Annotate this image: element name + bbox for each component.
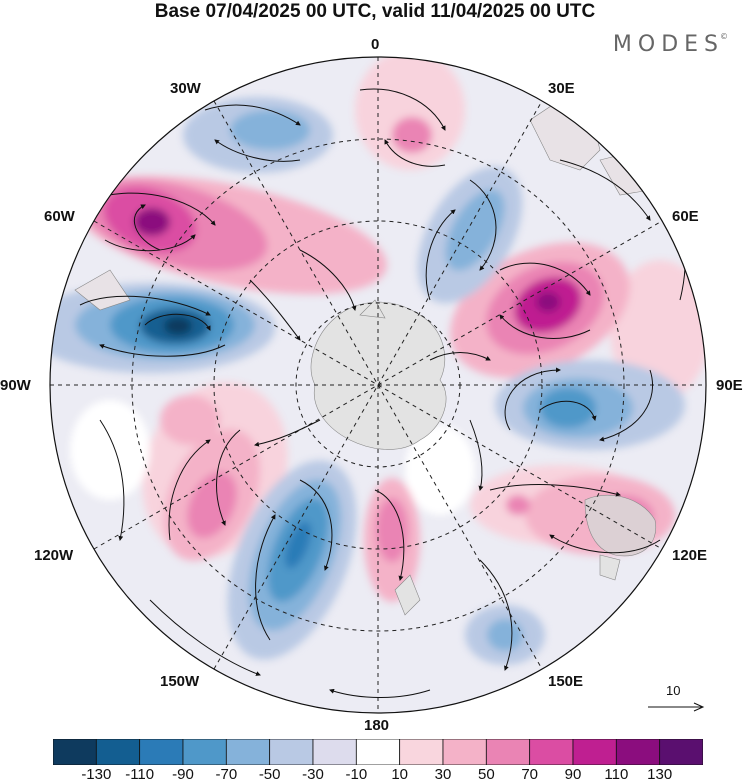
colorbar-swatch	[442, 739, 487, 765]
colorbar-swatch	[485, 739, 531, 765]
colorbar-swatch	[529, 739, 574, 765]
colorbar-swatch	[269, 739, 314, 765]
colorbar-swatch	[399, 739, 444, 765]
lon-label-90e: 90E	[716, 377, 743, 394]
lon-label-90w: 90W	[0, 377, 31, 394]
reference-vector-arrow	[648, 702, 705, 712]
colorbar-tick-label: -30	[302, 766, 324, 783]
coastlines	[74, 99, 657, 616]
colorbar-tick-label: 130	[647, 766, 673, 783]
lon-label-30w: 30W	[170, 80, 201, 97]
lon-label-120w: 120W	[34, 547, 74, 564]
colorbar-tick-label: 50	[477, 766, 495, 783]
lon-label-150e: 150E	[548, 673, 584, 690]
colorbar	[53, 739, 703, 765]
lon-label-150w: 150W	[160, 673, 200, 690]
map-boundary	[49, 56, 707, 714]
lon-label-0: 0	[371, 36, 380, 53]
colorbar-tick-label: -90	[172, 766, 194, 783]
colorbar-tick-label: -50	[258, 766, 281, 783]
colorbar-swatch	[572, 739, 617, 765]
colorbar-tick-label: -10	[345, 766, 368, 783]
colorbar-tick-label: -130	[81, 766, 112, 783]
colorbar-tick-label: 10	[391, 766, 408, 783]
colorbar-swatch	[95, 739, 141, 765]
wind-streamlines	[79, 88, 686, 698]
colorbar-tick-label: 90	[564, 766, 582, 783]
colorbar-swatch	[312, 739, 357, 765]
colorbar-tick-label: 110	[604, 766, 629, 783]
lon-label-180: 180	[364, 717, 390, 734]
colorbar-tick-label: -70	[215, 766, 238, 783]
colorbar-tick-label: 70	[521, 766, 538, 783]
lon-label-120e: 120E	[672, 547, 708, 564]
colorbar-swatch	[615, 739, 661, 765]
anomaly-field	[50, 57, 706, 713]
polar-map	[49, 56, 707, 714]
colorbar-tick-label: -110	[125, 766, 155, 783]
colorbar-tick-label: 30	[434, 766, 452, 783]
colorbar-swatch	[53, 739, 97, 765]
colorbar-swatch	[355, 739, 401, 765]
graticule	[50, 57, 706, 713]
reference-vector-label: 10	[666, 683, 681, 698]
colorbar-swatch	[139, 739, 184, 765]
colorbar-swatch	[182, 739, 227, 765]
lon-label-30e: 30E	[548, 80, 575, 97]
modes-logo: MODES©	[612, 32, 728, 57]
lon-label-60w: 60W	[44, 208, 75, 225]
colorbar-swatch	[225, 739, 271, 765]
colorbar-swatch	[659, 739, 703, 765]
lon-label-60e: 60E	[672, 208, 699, 225]
map-title: Base 07/04/2025 00 UTC, valid 11/04/2025…	[154, 1, 596, 22]
